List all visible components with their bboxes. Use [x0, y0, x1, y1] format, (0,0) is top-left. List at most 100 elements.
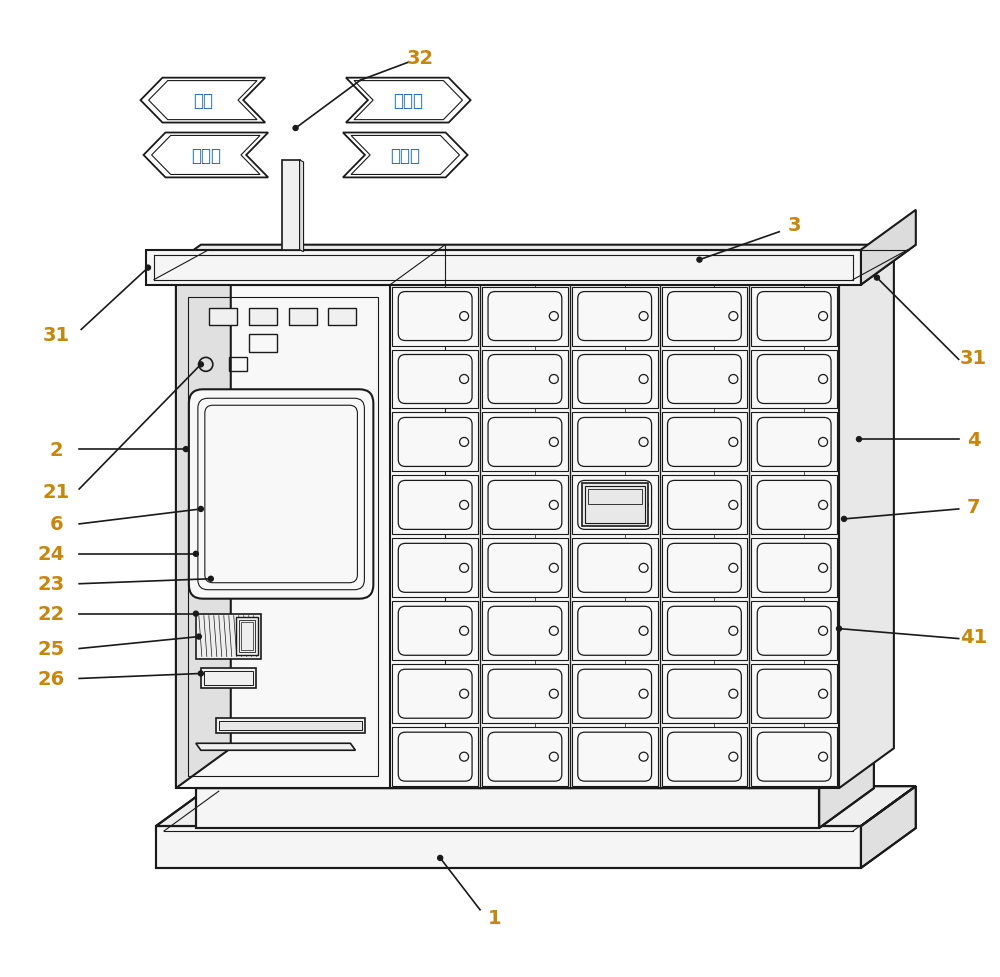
Bar	[751, 664, 837, 723]
Polygon shape	[146, 250, 861, 285]
Text: 41: 41	[960, 627, 987, 647]
Circle shape	[193, 552, 198, 557]
Circle shape	[183, 447, 188, 452]
Polygon shape	[156, 786, 916, 827]
Bar	[392, 538, 478, 598]
FancyBboxPatch shape	[189, 390, 373, 599]
Polygon shape	[196, 788, 819, 828]
Circle shape	[196, 634, 201, 639]
Bar	[392, 664, 478, 723]
Bar	[219, 722, 362, 731]
Text: 蔬菜区: 蔬菜区	[393, 92, 423, 110]
Bar	[662, 602, 747, 660]
Bar	[572, 413, 658, 472]
Text: 31: 31	[43, 325, 70, 345]
Text: 家禽区: 家禽区	[390, 147, 420, 165]
Bar	[216, 719, 365, 734]
Bar	[751, 476, 837, 534]
Polygon shape	[176, 285, 839, 788]
Circle shape	[146, 266, 150, 271]
Text: 26: 26	[38, 669, 65, 688]
Bar	[482, 602, 568, 660]
Text: 24: 24	[38, 545, 65, 564]
Polygon shape	[346, 78, 471, 123]
Polygon shape	[196, 743, 355, 750]
Circle shape	[874, 276, 879, 280]
Circle shape	[198, 507, 203, 512]
Circle shape	[208, 576, 213, 581]
Text: 32: 32	[407, 49, 434, 67]
Bar	[572, 602, 658, 660]
Text: 2: 2	[49, 441, 63, 459]
Bar	[662, 664, 747, 723]
Text: 22: 22	[38, 605, 65, 623]
Circle shape	[193, 612, 198, 616]
Bar	[751, 602, 837, 660]
Bar	[572, 538, 658, 598]
Polygon shape	[176, 245, 231, 788]
Bar	[662, 538, 747, 598]
Bar	[572, 664, 658, 723]
Text: 4: 4	[967, 430, 980, 449]
Polygon shape	[144, 134, 268, 178]
Bar	[196, 614, 261, 658]
Polygon shape	[343, 134, 468, 178]
Bar	[392, 602, 478, 660]
Circle shape	[198, 671, 203, 676]
Bar	[585, 487, 645, 524]
Bar	[229, 358, 247, 372]
Bar	[751, 413, 837, 472]
Circle shape	[438, 856, 443, 861]
Bar	[392, 728, 478, 786]
Bar	[572, 350, 658, 409]
Circle shape	[856, 437, 861, 443]
Polygon shape	[196, 748, 874, 788]
Bar	[188, 297, 378, 777]
Polygon shape	[282, 161, 300, 250]
Circle shape	[837, 626, 842, 631]
Polygon shape	[146, 245, 916, 285]
Bar	[482, 664, 568, 723]
Bar	[662, 476, 747, 534]
Polygon shape	[819, 748, 874, 828]
Text: 水产区: 水产区	[191, 147, 221, 165]
Text: 7: 7	[967, 498, 980, 517]
Text: 3: 3	[787, 216, 801, 235]
Bar	[662, 350, 747, 409]
Text: 23: 23	[38, 574, 65, 594]
Bar	[392, 287, 478, 346]
Bar	[239, 620, 255, 652]
Text: 肉区: 肉区	[193, 92, 213, 110]
Bar	[588, 489, 642, 505]
Bar	[482, 728, 568, 786]
Polygon shape	[141, 78, 265, 123]
Bar	[582, 484, 648, 527]
Bar	[392, 350, 478, 409]
Bar	[201, 669, 256, 689]
Bar	[204, 672, 253, 686]
Polygon shape	[300, 161, 304, 252]
Circle shape	[198, 362, 203, 367]
Bar	[249, 335, 277, 353]
Bar	[482, 350, 568, 409]
Bar	[392, 413, 478, 472]
Bar	[751, 728, 837, 786]
Bar	[209, 308, 237, 326]
Text: 25: 25	[38, 639, 65, 658]
Bar	[241, 622, 253, 650]
Bar	[482, 287, 568, 346]
Circle shape	[697, 258, 702, 263]
Bar	[482, 476, 568, 534]
Bar	[482, 538, 568, 598]
Circle shape	[293, 126, 298, 131]
Polygon shape	[861, 211, 916, 285]
Text: 31: 31	[960, 349, 987, 367]
Bar	[392, 476, 478, 534]
Bar	[328, 308, 356, 326]
Bar	[482, 413, 568, 472]
Polygon shape	[839, 245, 894, 788]
Bar	[751, 538, 837, 598]
Bar	[662, 728, 747, 786]
Bar	[662, 287, 747, 346]
Bar	[572, 476, 658, 534]
